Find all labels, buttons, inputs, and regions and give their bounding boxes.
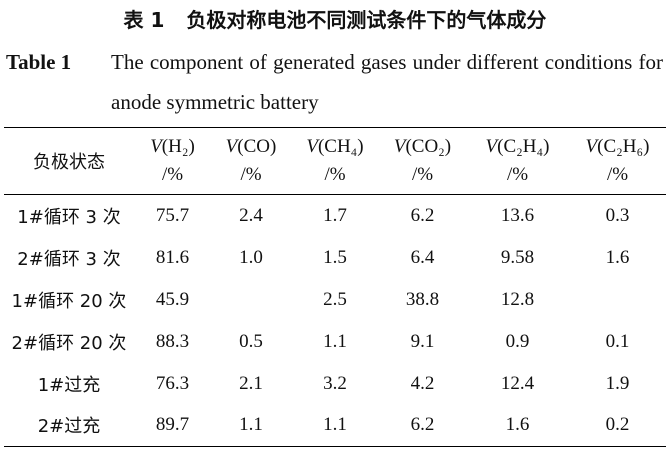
column-header: V(CH₄) /% bbox=[291, 128, 379, 195]
cell: 0.1 bbox=[605, 330, 630, 352]
cell: 75.7 bbox=[155, 204, 190, 226]
column-header: V(C₂H₄) /% bbox=[466, 128, 569, 195]
cell: 1.9 bbox=[605, 372, 630, 394]
row-label: 1#过充 bbox=[37, 374, 101, 396]
cell: 1.5 bbox=[323, 246, 347, 268]
data-table: 负极状态 V(H₂)/% V(CO)/% V(CH₄)/% V(CO₂)/% V(C₂H₄… bbox=[4, 127, 666, 447]
table-head: 负极状态 V(H₂)/% V(CO)/% V(CH₄)/% V(CO₂)/% V(C₂H₄… bbox=[4, 127, 666, 195]
cell: 0.5 bbox=[239, 330, 263, 352]
cell: 2.1 bbox=[239, 372, 263, 394]
cn-title: 负极对称电池不同测试条件下的气体成分 bbox=[186, 8, 547, 32]
row-label: 1#循环 3 次 bbox=[17, 206, 121, 228]
cell: 3.2 bbox=[323, 372, 347, 394]
header-unit: /% bbox=[411, 164, 434, 185]
table-row: 2#循环 20 次 88.3 0.5 1.1 9.1 0.9 0.1 bbox=[4, 321, 666, 363]
cell: 81.6 bbox=[155, 246, 190, 268]
cell: 89.7 bbox=[155, 414, 190, 436]
en-title: The component of generated gases under d… bbox=[111, 50, 663, 114]
row-label: 2#循环 20 次 bbox=[11, 332, 127, 354]
cell: 0.9 bbox=[505, 330, 530, 352]
table-row: 1#循环 3 次 75.7 2.4 1.7 6.2 13.6 0.3 bbox=[4, 195, 666, 237]
cell: 76.3 bbox=[155, 372, 190, 394]
table-row: 1#循环 20 次 45.9 2.5 38.8 12.8 bbox=[4, 279, 666, 321]
row-label: 1#循环 20 次 bbox=[11, 290, 127, 312]
cell: 6.2 bbox=[410, 414, 435, 436]
header-symbol: V bbox=[485, 136, 498, 157]
cell: 88.3 bbox=[155, 330, 190, 352]
en-label: Table 1 bbox=[6, 50, 72, 74]
cell: 2.4 bbox=[239, 204, 263, 226]
header-gas: (C₂H₆) bbox=[597, 136, 650, 157]
cell: 2.5 bbox=[323, 288, 347, 310]
cell: 1.1 bbox=[323, 330, 347, 352]
column-header: V(H₂) /% bbox=[134, 128, 211, 195]
table-row: 2#循环 3 次 81.6 1.0 1.5 6.4 9.58 1.6 bbox=[4, 237, 666, 279]
table-row: 1#过充 76.3 2.1 3.2 4.2 12.4 1.9 bbox=[4, 363, 666, 405]
corner-header: 负极状态 bbox=[33, 152, 105, 173]
header-gas: (C₂H₄) bbox=[497, 136, 550, 157]
cell: 0.2 bbox=[605, 414, 630, 436]
header-unit: /% bbox=[240, 164, 262, 185]
row-label: 2#循环 3 次 bbox=[17, 248, 121, 270]
cell: 6.4 bbox=[410, 246, 435, 268]
cell bbox=[569, 279, 666, 321]
cell: 12.4 bbox=[500, 372, 535, 394]
header-gas: (CO₂) bbox=[405, 136, 452, 157]
cn-caption: 表 1 负极对称电池不同测试条件下的气体成分 bbox=[0, 4, 670, 33]
cell: 6.2 bbox=[410, 204, 435, 226]
header-symbol: V bbox=[150, 136, 162, 157]
cn-label: 表 1 bbox=[123, 8, 165, 32]
column-header: V(CO) /% bbox=[211, 128, 291, 195]
column-header: V(C₂H₆) /% bbox=[569, 128, 666, 195]
cell: 13.6 bbox=[500, 204, 535, 226]
header-unit: /% bbox=[161, 164, 184, 185]
cell: 45.9 bbox=[155, 288, 190, 310]
header-unit: /% bbox=[324, 164, 346, 185]
en-caption: Table 1 The component of generated gases … bbox=[6, 42, 666, 122]
header-unit: /% bbox=[606, 164, 629, 185]
cell: 1.7 bbox=[323, 204, 347, 226]
cell: 4.2 bbox=[410, 372, 435, 394]
cell: 1.1 bbox=[323, 414, 347, 436]
cell: 12.8 bbox=[500, 288, 535, 310]
table-body: 1#循环 3 次 75.7 2.4 1.7 6.2 13.6 0.3 2#循环 3 次 81.6… bbox=[4, 195, 666, 447]
cell: 9.1 bbox=[410, 330, 435, 352]
cell: 1.0 bbox=[239, 246, 263, 268]
table-row: 2#过充 89.7 1.1 1.1 6.2 1.6 0.2 bbox=[4, 405, 666, 447]
header-gas: (H₂) bbox=[161, 136, 195, 157]
cell: 9.58 bbox=[500, 246, 535, 268]
cell: 38.8 bbox=[405, 288, 440, 310]
header-row: 负极状态 V(H₂)/% V(CO)/% V(CH₄)/% V(CO₂)/% V(C₂H₄… bbox=[4, 127, 666, 195]
column-header: V(CO₂) /% bbox=[379, 128, 466, 195]
header-symbol: V bbox=[306, 136, 318, 157]
cell: 1.6 bbox=[505, 414, 530, 436]
cell bbox=[211, 279, 291, 321]
cell: 1.1 bbox=[239, 414, 263, 436]
header-symbol: V bbox=[585, 136, 598, 157]
row-label: 2#过充 bbox=[37, 416, 101, 438]
header-gas: (CH₄) bbox=[317, 136, 364, 157]
cell: 0.3 bbox=[605, 204, 630, 226]
header-unit: /% bbox=[506, 164, 529, 185]
header-symbol: V bbox=[225, 136, 238, 157]
cell: 1.6 bbox=[605, 246, 630, 268]
header-gas: (CO) bbox=[237, 136, 277, 157]
header-symbol: V bbox=[393, 136, 406, 157]
